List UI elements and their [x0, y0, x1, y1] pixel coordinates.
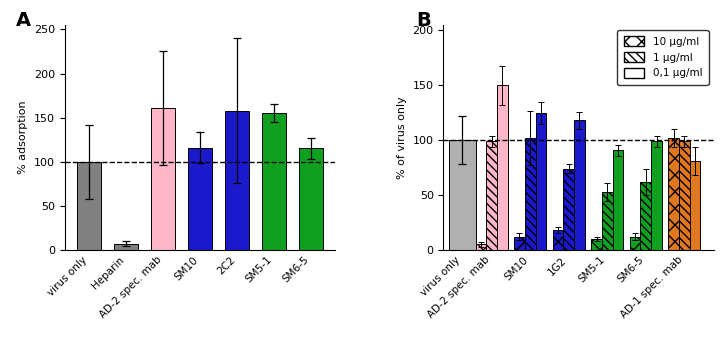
Bar — [114, 244, 138, 250]
Bar — [591, 239, 602, 250]
Bar — [640, 182, 651, 250]
Bar — [225, 111, 249, 250]
Bar — [299, 149, 323, 250]
Bar — [679, 141, 690, 250]
Bar — [188, 147, 212, 250]
Text: A: A — [17, 11, 31, 30]
Bar — [602, 192, 613, 250]
Bar — [536, 113, 547, 250]
Bar — [690, 161, 700, 250]
Bar — [629, 237, 640, 250]
Bar — [497, 85, 508, 250]
Bar — [476, 245, 486, 250]
Bar — [77, 162, 101, 250]
Bar — [651, 141, 662, 250]
Bar — [151, 108, 175, 250]
Bar — [574, 120, 585, 250]
Y-axis label: % adsorption: % adsorption — [19, 101, 29, 174]
Bar — [525, 138, 536, 250]
Text: B: B — [417, 11, 431, 30]
Legend: 10 μg/ml, 1 μg/ml, 0,1 μg/ml: 10 μg/ml, 1 μg/ml, 0,1 μg/ml — [617, 30, 709, 85]
Y-axis label: % of virus only: % of virus only — [397, 96, 407, 179]
Bar — [668, 138, 679, 250]
Bar — [262, 113, 286, 250]
Bar — [552, 230, 563, 250]
Bar — [486, 141, 497, 250]
Bar — [514, 237, 525, 250]
Bar — [448, 140, 476, 250]
Bar — [613, 150, 624, 250]
Bar — [563, 169, 574, 250]
